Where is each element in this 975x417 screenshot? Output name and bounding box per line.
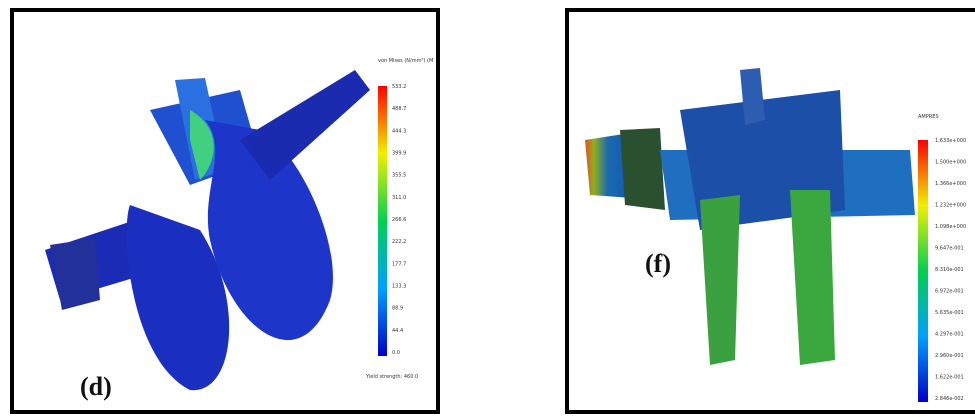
legend-tick-label: 488.7 [392,106,406,112]
legend-tick-label: 1.633e+000 [935,138,966,144]
colorbar [918,140,928,402]
legend-tick-label: 2.960e-001 [935,353,964,359]
legend-tick-label: 1.366e+000 [935,181,966,187]
legend-tick-label: 266.6 [392,217,406,223]
legend-tick-label: 44.4 [392,328,403,334]
legend-tick-label: 9.647e-001 [935,246,964,252]
panel-label: (d) [80,372,112,401]
legend-tick-label: 1.622e-001 [935,375,964,381]
legend-tick-label: 6.972e-001 [935,289,964,295]
legend-tick-label: 177.7 [392,261,406,267]
legend-tick-label: 1.500e+000 [935,160,966,166]
legend-tick-label: 133.3 [392,284,406,290]
legend-tick-label: 311.0 [392,195,406,201]
colorbar [378,86,387,356]
legend-tick-label: 0.0 [392,350,400,356]
legend-tick-label: 222.2 [392,239,406,245]
legend-tick-label: 444.3 [392,128,406,134]
legend-tick-label: 1.098e+000 [935,224,966,230]
legend-tick-label: 2.846e-002 [935,396,964,402]
legend-note: Yield strength: 460.0 [365,374,418,380]
legend-tick-label: 4.297e-001 [935,332,964,338]
legend-tick-label: 5.635e-001 [935,310,964,316]
panel-label: (f) [645,249,671,278]
legend-tick-label: 355.5 [392,173,406,179]
figure: von Mises (N/mm²) (M Yield strength: 460… [0,0,975,417]
legend-tick-label: 533.2 [392,84,406,90]
legend-tick-label: 1.232e+000 [935,203,966,209]
legend-tick-label: 88.9 [392,306,403,312]
legend-tick-label: 8.310e-001 [935,267,964,273]
legend-title: von Mises (N/mm²) (M [378,58,433,64]
legend-tick-label: 399.9 [392,151,406,157]
legend-title: AMPRES [918,114,939,120]
